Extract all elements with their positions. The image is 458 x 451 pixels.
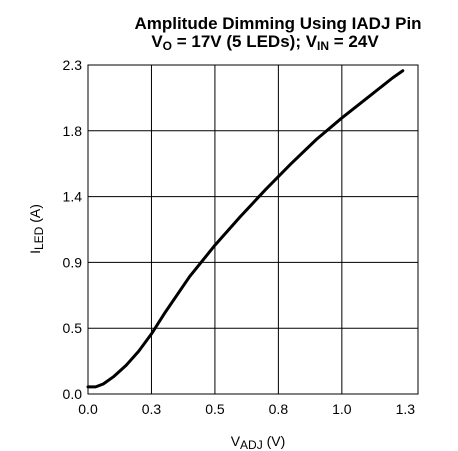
y-axis-label-main: I: [27, 250, 43, 254]
x-tick-label: 0.5: [205, 401, 225, 417]
title-condition-suffix: = 24V: [329, 32, 379, 51]
y-axis-label-unit: (A): [27, 204, 43, 227]
chart-title-line2: VO = 17V (5 LEDs); VIN = 24V: [151, 32, 379, 53]
x-tick-label: 1.0: [332, 401, 352, 417]
x-axis-label-unit: (V): [263, 433, 286, 449]
x-tick-label: 0.3: [142, 401, 162, 417]
chart-title: Amplitude Dimming Using IADJ Pin VO = 17…: [134, 14, 421, 53]
title-condition-middle: = 17V (5 LEDs); V: [172, 32, 318, 51]
grid: [88, 65, 418, 394]
y-axis-label-subscript: LED: [32, 226, 46, 250]
x-axis-label: VADJ (V): [231, 433, 286, 451]
y-tick-label: 0.9: [63, 254, 83, 270]
series-line: [86, 69, 405, 389]
y-axis-ticks: 0.0 0.5 0.9 1.4 1.8 2.3: [63, 57, 83, 402]
title-vo-symbol: V: [151, 32, 163, 51]
y-tick-label: 0.5: [63, 320, 83, 336]
x-axis-ticks: 0.0 0.3 0.5 0.8 1.0 1.3: [78, 401, 415, 417]
x-axis-label-main: V: [231, 433, 241, 449]
y-tick-label: 1.8: [63, 123, 83, 139]
y-tick-label: 0.0: [63, 386, 83, 402]
x-tick-label: 1.3: [396, 401, 416, 417]
y-tick-label: 1.4: [63, 189, 83, 205]
y-axis-label: ILED (A): [27, 204, 46, 254]
plot-frame: [87, 64, 419, 395]
y-tick-label: 2.3: [63, 57, 83, 73]
x-axis-label-subscript: ADJ: [240, 438, 263, 451]
chart-title-line1: Amplitude Dimming Using IADJ Pin: [134, 14, 421, 33]
title-vin-subscript: IN: [317, 39, 329, 53]
x-tick-label: 0.8: [269, 401, 289, 417]
x-tick-label: 0.0: [78, 401, 98, 417]
title-vo-subscript: O: [163, 39, 172, 53]
